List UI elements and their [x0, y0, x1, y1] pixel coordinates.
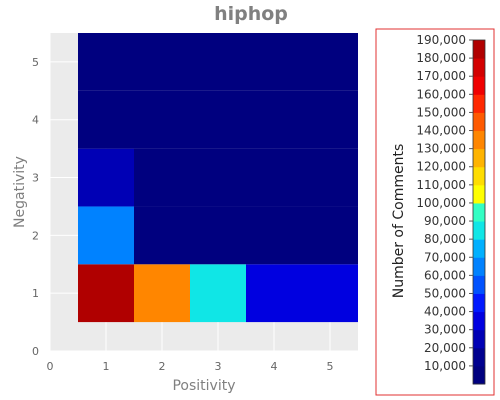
colorbar-tick-label: 50,000: [424, 286, 466, 300]
colorbar-tick-label: 190,000: [416, 33, 466, 47]
colorbar-segment: [473, 293, 485, 313]
colorbar-segment: [473, 94, 485, 113]
heatmap-cell: [302, 33, 358, 91]
heatmap-cell: [246, 206, 302, 265]
colorbar-outline: [472, 39, 486, 385]
colorbar-segment: [473, 40, 485, 59]
heatmap-cell: [190, 148, 246, 207]
heatmap-cell: [78, 148, 134, 207]
heatmap-cell: [302, 148, 358, 207]
colorbar-tick-label: 180,000: [416, 51, 466, 65]
heatmap-cell: [190, 264, 246, 323]
colorbar-tick-label: 60,000: [424, 268, 466, 282]
heatmap-cell: [78, 90, 134, 149]
colorbar-segment: [473, 130, 485, 150]
heatmap-cell: [302, 206, 358, 265]
colorbar-tick-label: 30,000: [424, 323, 466, 337]
colorbar-segment: [473, 239, 485, 258]
chart-title: hiphop: [214, 3, 288, 25]
colorbar-tick-label: 120,000: [416, 160, 466, 174]
x-tick-label: 5: [327, 360, 334, 373]
x-tick-label: 2: [159, 360, 166, 373]
colorbar-segment: [473, 184, 485, 204]
colorbar-tick-label: 110,000: [416, 178, 466, 192]
colorbar: [472, 39, 486, 385]
colorbar-tick-label: 10,000: [424, 359, 466, 373]
y-tick-label: 4: [32, 114, 39, 127]
colorbar-tick-label: 40,000: [424, 305, 466, 319]
colorbar-segment: [473, 365, 485, 385]
colorbar-tick-label: 150,000: [416, 105, 466, 119]
heatmap-cell: [190, 90, 246, 149]
colorbar-segment: [473, 76, 485, 95]
colorbar-tick-label: 130,000: [416, 142, 466, 156]
y-tick-label: 5: [32, 56, 39, 69]
x-axis-ticks: 0 1 2 3 4 5: [47, 360, 334, 373]
heatmap-cell: [302, 264, 358, 323]
y-tick-label: 3: [32, 172, 39, 185]
heatmap-cell: [246, 33, 302, 91]
heatmap-cell: [78, 206, 134, 265]
colorbar-segment: [473, 257, 485, 276]
colorbar-tick-label: 80,000: [424, 232, 466, 246]
colorbar-segment: [473, 202, 485, 222]
colorbar-segment: [473, 58, 485, 77]
colorbar-tick-label: 70,000: [424, 250, 466, 264]
y-tick-label: 2: [32, 229, 39, 242]
colorbar-segment: [473, 148, 485, 168]
colorbar-segment: [473, 329, 485, 349]
colorbar-segment: [473, 311, 485, 331]
x-tick-label: 1: [103, 360, 110, 373]
heatmap-cell: [246, 264, 302, 323]
x-tick-label: 4: [271, 360, 278, 373]
colorbar-tick-label: 160,000: [416, 87, 466, 101]
heatmap-cell: [134, 33, 190, 91]
heatmap-cell: [134, 264, 190, 323]
y-axis-label: Negativity: [12, 156, 28, 228]
colorbar-segment: [473, 112, 485, 132]
colorbar-segment: [473, 166, 485, 186]
heatmap-cell: [190, 206, 246, 265]
heatmap-cell: [134, 148, 190, 207]
colorbar-ticks: 10,000 20,000 30,000 40,000 50,000 60,000 70,0…: [416, 33, 473, 373]
colorbar-tick-label: 100,000: [416, 196, 466, 210]
colorbar-segment: [473, 221, 485, 240]
heatmap-cells: [78, 33, 358, 323]
y-axis-ticks: 0 1 2 3 4 5: [32, 56, 39, 358]
x-axis-label: Positivity: [172, 378, 235, 394]
x-tick-label: 3: [215, 360, 222, 373]
y-tick-label: 1: [32, 287, 39, 300]
colorbar-tick-label: 90,000: [424, 214, 466, 228]
colorbar-label: Number of Comments: [391, 144, 407, 299]
colorbar-frame: [375, 28, 495, 396]
colorbar-tick-label: 170,000: [416, 69, 466, 83]
heatmap-cell: [78, 33, 134, 91]
heatmap-cell: [134, 206, 190, 265]
heatmap-cell: [190, 33, 246, 91]
heatmap-cell: [246, 148, 302, 207]
y-tick-label: 0: [32, 345, 39, 358]
heatmap-cell: [78, 264, 134, 323]
colorbar-segment: [473, 347, 485, 367]
colorbar-tick-label: 20,000: [424, 341, 466, 355]
colorbar-tick-label: 140,000: [416, 124, 466, 138]
heatmap-cell: [246, 90, 302, 149]
heatmap-cell: [302, 90, 358, 149]
x-tick-label: 0: [47, 360, 54, 373]
colorbar-segment: [473, 275, 485, 294]
heatmap-cell: [134, 90, 190, 149]
